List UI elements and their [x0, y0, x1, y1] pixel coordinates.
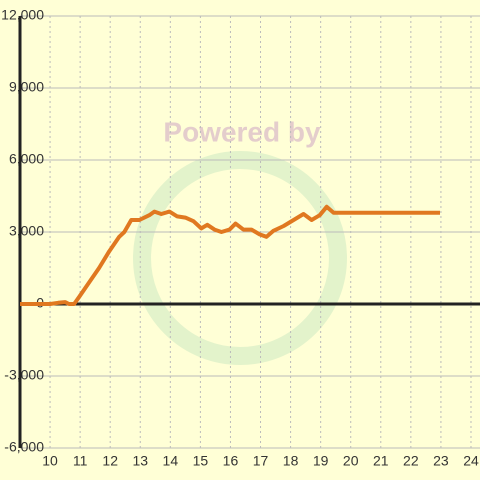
- x-tick-label: 21: [373, 453, 389, 469]
- x-tick-label: 22: [403, 453, 419, 469]
- x-tick-label: 23: [433, 453, 449, 469]
- x-tick-label: 18: [283, 453, 299, 469]
- x-tick-label: 24: [463, 453, 479, 469]
- x-tick-label: 17: [253, 453, 269, 469]
- y-tick-label: 12,000: [1, 7, 44, 23]
- y-tick-label: -3,000: [4, 367, 44, 383]
- x-tick-label: 10: [42, 453, 58, 469]
- watermark-text: Powered by: [163, 116, 321, 147]
- x-tick-label: 14: [163, 453, 179, 469]
- line: [20, 204, 441, 306]
- x-tick-label: 13: [132, 453, 148, 469]
- x-tick-label: 19: [313, 453, 329, 469]
- y-tick-label: -6,000: [4, 439, 44, 455]
- y-tick-label: 3,000: [9, 223, 44, 239]
- y-tick-label: 9,000: [9, 79, 44, 95]
- x-tick-label: 20: [343, 453, 359, 469]
- x-tick-label: 12: [102, 453, 118, 469]
- y-tick-label: 6,000: [9, 151, 44, 167]
- x-tick-label: 11: [73, 453, 88, 469]
- x-tick-label: 15: [193, 453, 209, 469]
- x-tick-label: 16: [223, 453, 239, 469]
